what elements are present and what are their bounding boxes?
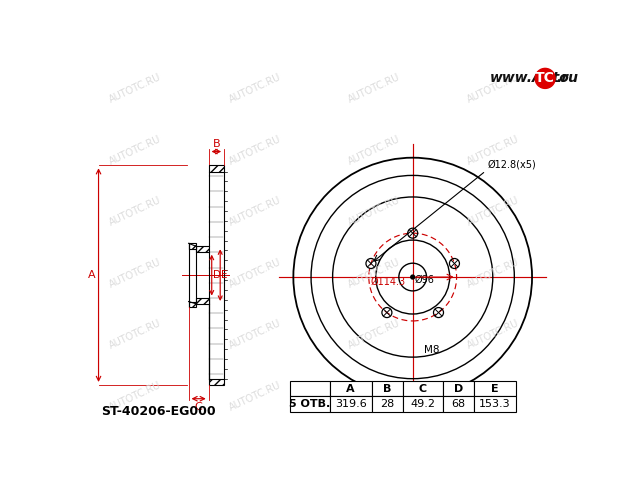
Text: Ø114.3: Ø114.3	[371, 276, 406, 287]
Text: AUTOTC.RU: AUTOTC.RU	[108, 133, 163, 167]
Text: D: D	[454, 384, 463, 394]
Text: A: A	[88, 270, 95, 280]
Text: AUTOTC.RU: AUTOTC.RU	[466, 133, 521, 167]
Text: AUTOTC.RU: AUTOTC.RU	[108, 318, 163, 351]
Bar	[189, 301, 196, 307]
Text: 153.3: 153.3	[479, 399, 511, 409]
Text: AUTOTC.RU: AUTOTC.RU	[108, 257, 163, 289]
Bar	[474, 396, 516, 412]
Text: E: E	[221, 270, 227, 280]
Text: AUTOTC.RU: AUTOTC.RU	[227, 72, 282, 105]
Text: AUTOTC.RU: AUTOTC.RU	[347, 133, 402, 167]
Text: AUTOTC.RU: AUTOTC.RU	[466, 257, 521, 289]
Text: AUTOTC.RU: AUTOTC.RU	[466, 380, 521, 413]
Text: TC: TC	[535, 72, 555, 85]
Bar	[474, 381, 516, 396]
Text: AUTOTC.RU: AUTOTC.RU	[108, 72, 163, 105]
Bar	[196, 246, 209, 252]
Text: AUTOTC.RU: AUTOTC.RU	[347, 318, 402, 351]
Text: AUTOTC.RU: AUTOTC.RU	[108, 195, 163, 228]
Bar	[403, 396, 443, 412]
Bar	[196, 246, 209, 252]
Text: .ru: .ru	[556, 72, 578, 85]
Bar	[189, 243, 196, 249]
Text: A: A	[346, 384, 355, 394]
Bar	[196, 299, 209, 304]
Circle shape	[411, 275, 415, 279]
Text: E: E	[491, 384, 499, 394]
Bar	[443, 396, 474, 412]
Bar	[372, 396, 403, 412]
Text: 49.2: 49.2	[410, 399, 435, 409]
Text: Ø96: Ø96	[415, 275, 435, 285]
Text: D: D	[212, 270, 221, 280]
Text: B: B	[383, 384, 392, 394]
Text: AUTOTC.RU: AUTOTC.RU	[227, 257, 282, 289]
Circle shape	[535, 68, 555, 88]
Bar	[330, 396, 372, 412]
Text: 5 ОТВ.: 5 ОТВ.	[289, 399, 330, 409]
Text: C: C	[419, 384, 427, 394]
Bar	[209, 166, 224, 171]
Text: B: B	[212, 139, 220, 149]
Text: AUTOTC.RU: AUTOTC.RU	[347, 257, 402, 289]
Text: ST-40206-EG000: ST-40206-EG000	[101, 405, 216, 418]
Text: AUTOTC.RU: AUTOTC.RU	[227, 318, 282, 351]
Bar	[209, 379, 224, 385]
Text: 68: 68	[451, 399, 465, 409]
Bar	[289, 396, 330, 412]
Text: Ø12.8(x5): Ø12.8(x5)	[488, 159, 536, 169]
Text: AUTOTC.RU: AUTOTC.RU	[227, 133, 282, 167]
Text: AUTOTC.RU: AUTOTC.RU	[347, 195, 402, 228]
Text: AUTOTC.RU: AUTOTC.RU	[466, 318, 521, 351]
Text: AUTOTC.RU: AUTOTC.RU	[347, 380, 402, 413]
Text: M8: M8	[424, 345, 440, 355]
Text: AUTOTC.RU: AUTOTC.RU	[347, 72, 402, 105]
Text: AUTOTC.RU: AUTOTC.RU	[466, 72, 521, 105]
Bar	[189, 301, 196, 307]
Text: www.Auto: www.Auto	[490, 72, 570, 85]
Bar	[196, 299, 209, 304]
Bar	[289, 381, 330, 396]
Bar	[403, 381, 443, 396]
Bar	[330, 381, 372, 396]
Bar	[372, 381, 403, 396]
Text: AUTOTC.RU: AUTOTC.RU	[466, 195, 521, 228]
Text: AUTOTC.RU: AUTOTC.RU	[227, 380, 282, 413]
Text: 28: 28	[380, 399, 394, 409]
Bar	[209, 379, 224, 385]
Text: AUTOTC.RU: AUTOTC.RU	[227, 195, 282, 228]
Text: 319.6: 319.6	[335, 399, 367, 409]
Bar	[189, 243, 196, 249]
Bar	[209, 166, 224, 171]
Text: C: C	[195, 402, 202, 412]
Bar	[443, 381, 474, 396]
Text: AUTOTC.RU: AUTOTC.RU	[108, 380, 163, 413]
